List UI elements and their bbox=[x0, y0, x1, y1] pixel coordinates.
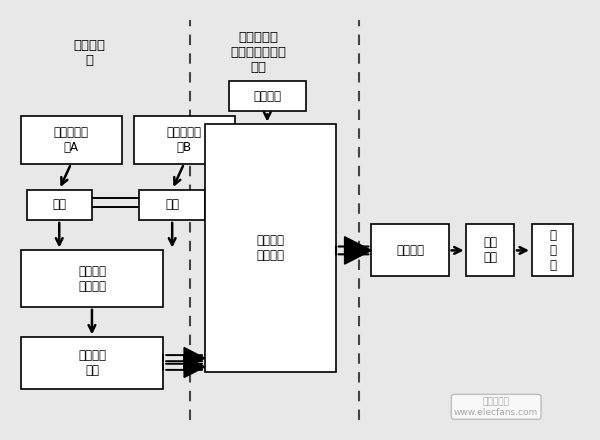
Text: 填充数据: 填充数据 bbox=[253, 90, 281, 103]
Text: 缓存: 缓存 bbox=[165, 198, 179, 211]
Text: 缓存: 缓存 bbox=[52, 198, 66, 211]
FancyBboxPatch shape bbox=[139, 190, 205, 220]
FancyBboxPatch shape bbox=[229, 81, 306, 111]
FancyBboxPatch shape bbox=[532, 224, 574, 276]
Text: 发
射
机: 发 射 机 bbox=[549, 229, 556, 272]
Text: 信道编码: 信道编码 bbox=[396, 244, 424, 257]
FancyBboxPatch shape bbox=[20, 116, 122, 164]
FancyArrow shape bbox=[184, 348, 205, 369]
Text: 回放数据
存储: 回放数据 存储 bbox=[78, 349, 106, 378]
Text: 虚拟信道
二级调度: 虚拟信道 二级调度 bbox=[256, 234, 284, 262]
FancyBboxPatch shape bbox=[20, 337, 163, 389]
FancyBboxPatch shape bbox=[26, 190, 92, 220]
Text: 虚拟信道
一级调度: 虚拟信道 一级调度 bbox=[78, 264, 106, 293]
FancyArrow shape bbox=[184, 356, 205, 378]
Text: 科学实验数
据A: 科学实验数 据A bbox=[53, 126, 89, 154]
Text: 第一级复
用: 第一级复 用 bbox=[73, 39, 105, 67]
FancyBboxPatch shape bbox=[20, 250, 163, 307]
FancyBboxPatch shape bbox=[371, 224, 449, 276]
Text: 电子发烧友
www.elecfans.com: 电子发烧友 www.elecfans.com bbox=[454, 397, 538, 417]
Text: 数据
下行: 数据 下行 bbox=[483, 236, 497, 264]
FancyArrow shape bbox=[344, 237, 371, 264]
FancyBboxPatch shape bbox=[466, 224, 514, 276]
FancyBboxPatch shape bbox=[134, 116, 235, 164]
FancyBboxPatch shape bbox=[205, 125, 335, 372]
Text: 第二级复用
（仅在入站后进
行）: 第二级复用 （仅在入站后进 行） bbox=[230, 31, 286, 74]
Text: 观测图像数
据B: 观测图像数 据B bbox=[167, 126, 202, 154]
